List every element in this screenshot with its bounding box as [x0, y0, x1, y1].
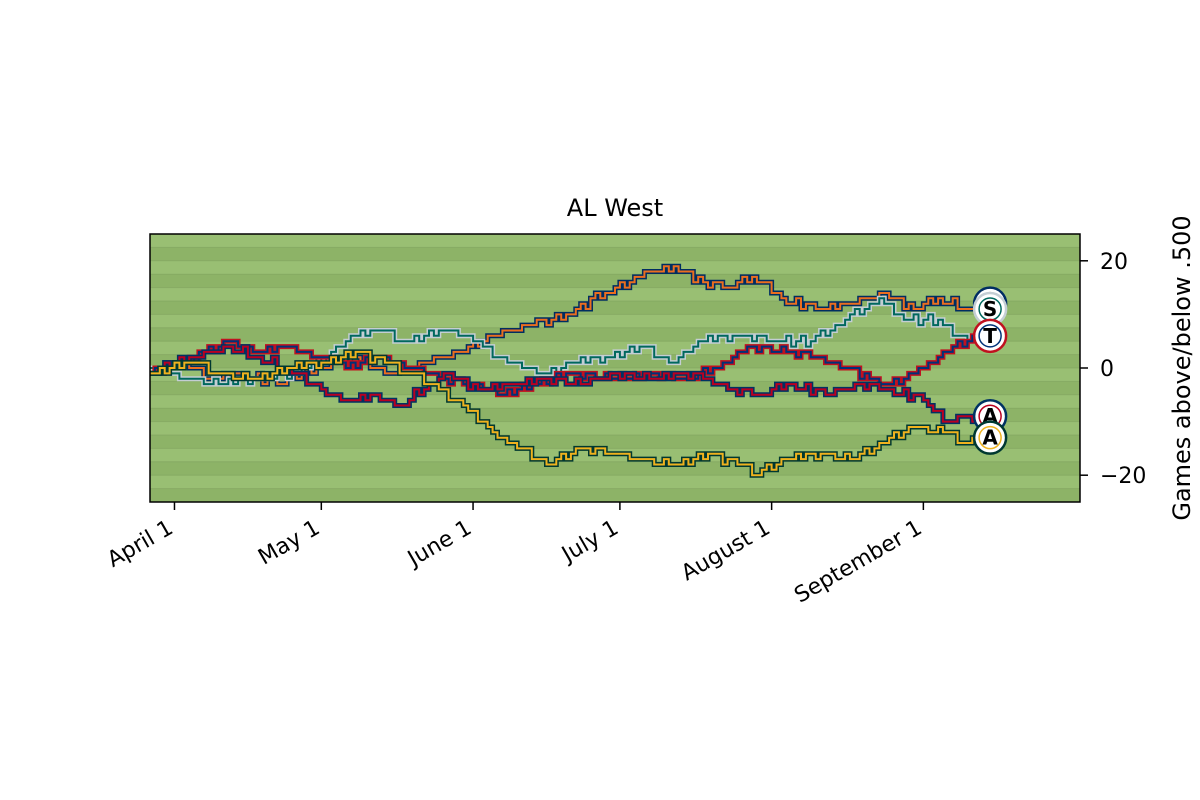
series-line-athletics — [150, 350, 984, 477]
x-tick-label: April 1 — [103, 516, 177, 573]
team-logo-mariners-icon: S — [972, 291, 1008, 327]
y-tick-label: 20 — [1100, 250, 1128, 275]
x-tick-label: June 1 — [402, 516, 476, 573]
grass-stripe — [150, 475, 1080, 489]
series-line-rangers — [150, 334, 984, 396]
grass-stripe — [150, 435, 1080, 449]
logo-glyph: T — [983, 324, 997, 348]
grass-stripe — [150, 234, 1080, 248]
team-logo-rangers-icon: T — [972, 318, 1008, 354]
y-axis-label: Games above/below .500 — [1168, 215, 1196, 520]
x-tick-label: August 1 — [677, 516, 774, 587]
grass-stripe — [150, 394, 1080, 409]
logo-glyph: A — [982, 426, 998, 450]
grass-stripe — [150, 341, 1080, 355]
grass-stripe — [150, 488, 1080, 502]
grass-stripe — [150, 274, 1080, 288]
team-logo-layer: HSTAA — [972, 286, 1008, 455]
x-tick-label: May 1 — [254, 516, 324, 571]
logo-glyph: S — [983, 297, 997, 321]
x-tick-label: September 1 — [790, 516, 926, 609]
x-tick-label: July 1 — [556, 516, 623, 569]
y-tick-label: 0 — [1100, 357, 1114, 382]
logo-ring — [978, 324, 1002, 348]
x-axis: April 1 May 1 June 1 July 1 August 1 Septembe… — [103, 502, 926, 608]
y-tick-label: −20 — [1100, 464, 1146, 489]
grass-stripe — [150, 408, 1080, 422]
grass-stripe — [150, 327, 1080, 342]
team-logo-athletics-icon: A — [972, 420, 1008, 455]
series-layer — [150, 263, 985, 478]
grass-stripe — [150, 247, 1080, 261]
logo-ring — [978, 425, 1002, 450]
grass-stripe — [150, 260, 1080, 275]
grass-stripe — [150, 461, 1080, 476]
chart-title: AL West — [567, 194, 663, 222]
grass-stripe — [150, 421, 1080, 435]
y-axis: −20 0 20 — [1080, 250, 1146, 489]
